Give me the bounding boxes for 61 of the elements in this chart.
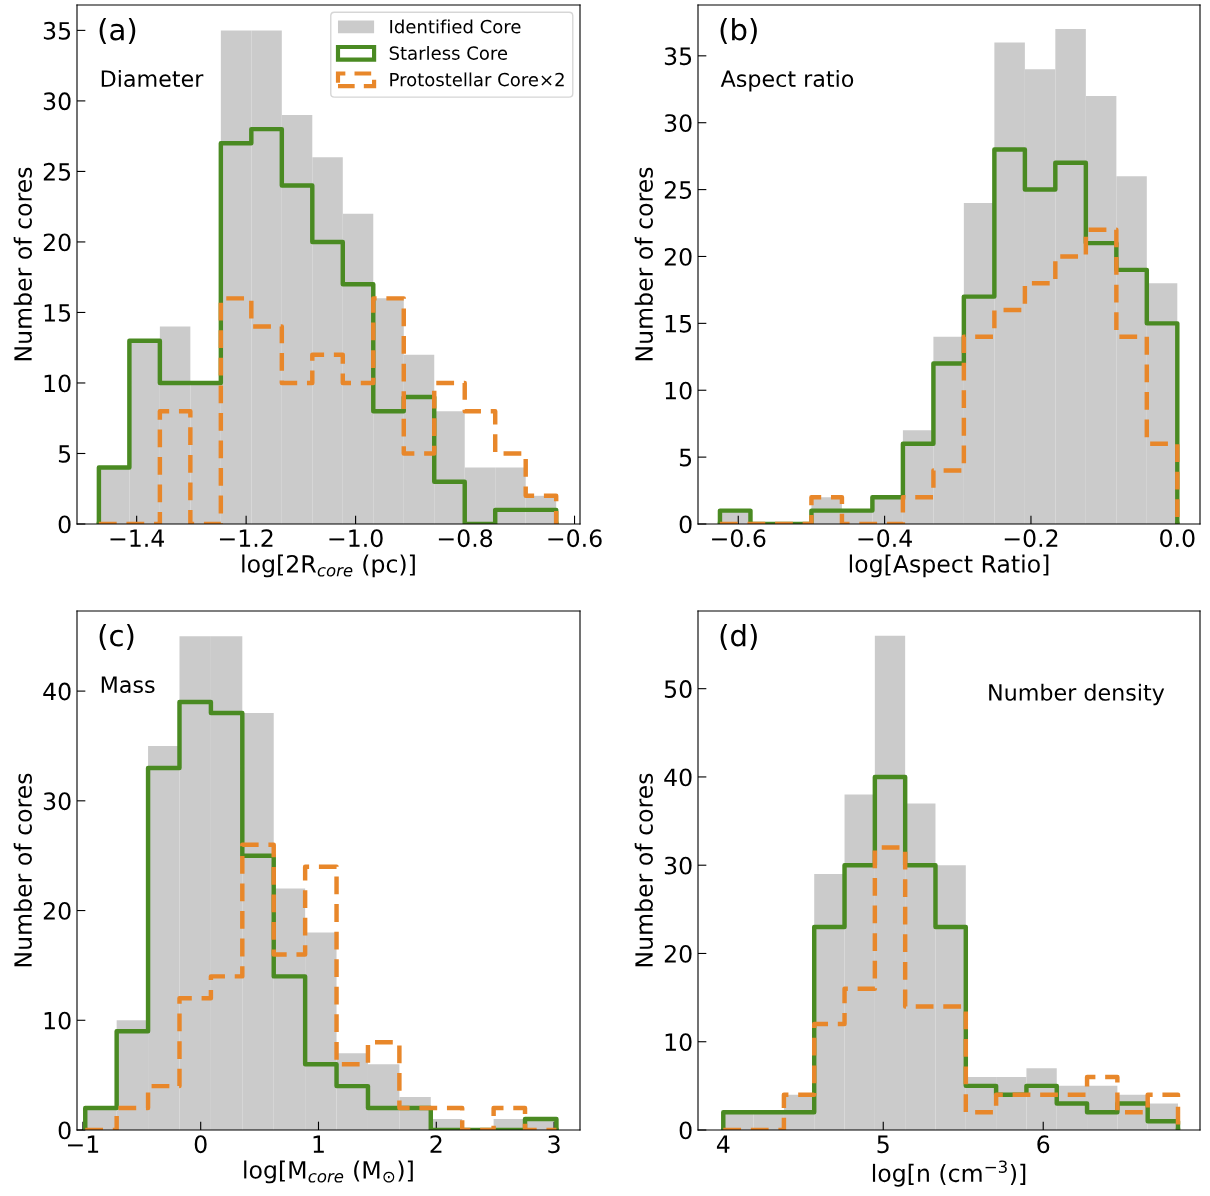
y-tick-label: 15 bbox=[665, 315, 692, 333]
annotation: (b) bbox=[720, 17, 757, 44]
x-tick-label: −0.6 bbox=[548, 529, 602, 548]
y-tick-label: 30 bbox=[43, 792, 71, 811]
y-tick-label: 5 bbox=[679, 448, 692, 467]
x-tick-label: 1 bbox=[313, 1135, 324, 1153]
x-tick-label: −1.2 bbox=[219, 529, 273, 547]
x-tick-label: 2 bbox=[430, 1135, 442, 1153]
y-axis-title: Number of cores bbox=[13, 773, 32, 967]
y-axis-title: Number of cores bbox=[13, 167, 32, 361]
annotation: Aspect ratio bbox=[720, 69, 854, 92]
x-tick-label: −1.4 bbox=[110, 529, 164, 547]
x-axis-title: log[Aspect Ratio] bbox=[849, 554, 1049, 578]
y-tick-label: 20 bbox=[664, 944, 692, 963]
y-tick-label: 20 bbox=[664, 247, 692, 266]
x-tick-label: 0 bbox=[194, 1135, 207, 1154]
y-tick-label: 5 bbox=[58, 445, 71, 463]
y-tick-label: 20 bbox=[43, 233, 71, 252]
y-tick-label: 15 bbox=[44, 304, 71, 322]
y-tick-label: 30 bbox=[43, 92, 71, 111]
x-tick-label: −0.8 bbox=[438, 529, 493, 548]
y-tick-label: 20 bbox=[43, 902, 71, 920]
y-tick-label: 50 bbox=[664, 680, 692, 698]
annotation: Number density bbox=[989, 683, 1165, 706]
x-tick-label: −0.2 bbox=[1004, 529, 1058, 548]
y-tick-label: 35 bbox=[43, 21, 71, 40]
y-tick-label: 30 bbox=[664, 856, 692, 875]
y-tick-label: 10 bbox=[665, 1033, 692, 1052]
y-tick-label: 30 bbox=[664, 114, 692, 133]
x-axis-title: log[2R$_{core}$ (pc)] bbox=[242, 554, 415, 578]
y-tick-label: 40 bbox=[43, 682, 71, 701]
x-tick-label: −0.4 bbox=[858, 529, 912, 548]
y-axis-title: Number of cores bbox=[634, 167, 653, 361]
x-tick-label: 4 bbox=[716, 1135, 730, 1153]
x-tick-label: 5 bbox=[877, 1135, 889, 1154]
x-tick-label: −0.6 bbox=[712, 529, 766, 548]
y-tick-label: 0 bbox=[58, 515, 71, 534]
x-axis-title: log[M$_{core}$ (M$_{⊙}$)] bbox=[244, 1160, 413, 1184]
y-tick-label: 35 bbox=[664, 47, 692, 66]
y-tick-label: 25 bbox=[664, 181, 692, 199]
x-axis-title: log[n (cm$^{−3}$)] bbox=[872, 1160, 1026, 1187]
annotation: (a) bbox=[99, 18, 136, 44]
legend-label: Protostellar Core×2 bbox=[390, 72, 564, 87]
y-tick-label: 25 bbox=[43, 162, 71, 181]
legend-label: Identified Core bbox=[390, 19, 521, 34]
x-tick-label: 0.0 bbox=[1160, 529, 1195, 548]
x-tick-label: 6 bbox=[1037, 1135, 1050, 1154]
y-tick-label: 40 bbox=[664, 768, 692, 787]
y-tick-label: 0 bbox=[679, 515, 692, 534]
x-tick-label: −1.0 bbox=[329, 529, 383, 548]
annotation: Mass bbox=[101, 676, 155, 694]
legend-label: Starless Core bbox=[389, 45, 508, 60]
y-axis-title: Number of cores bbox=[634, 773, 653, 967]
annotation: (d) bbox=[720, 623, 757, 650]
annotation: (c) bbox=[99, 624, 134, 650]
y-tick-label: 10 bbox=[44, 1011, 71, 1030]
y-tick-label: 10 bbox=[665, 381, 692, 400]
y-tick-label: 10 bbox=[44, 374, 71, 393]
annotation: Diameter bbox=[101, 69, 204, 88]
x-tick-label: 3 bbox=[548, 1135, 560, 1154]
y-tick-label: 0 bbox=[679, 1121, 692, 1140]
